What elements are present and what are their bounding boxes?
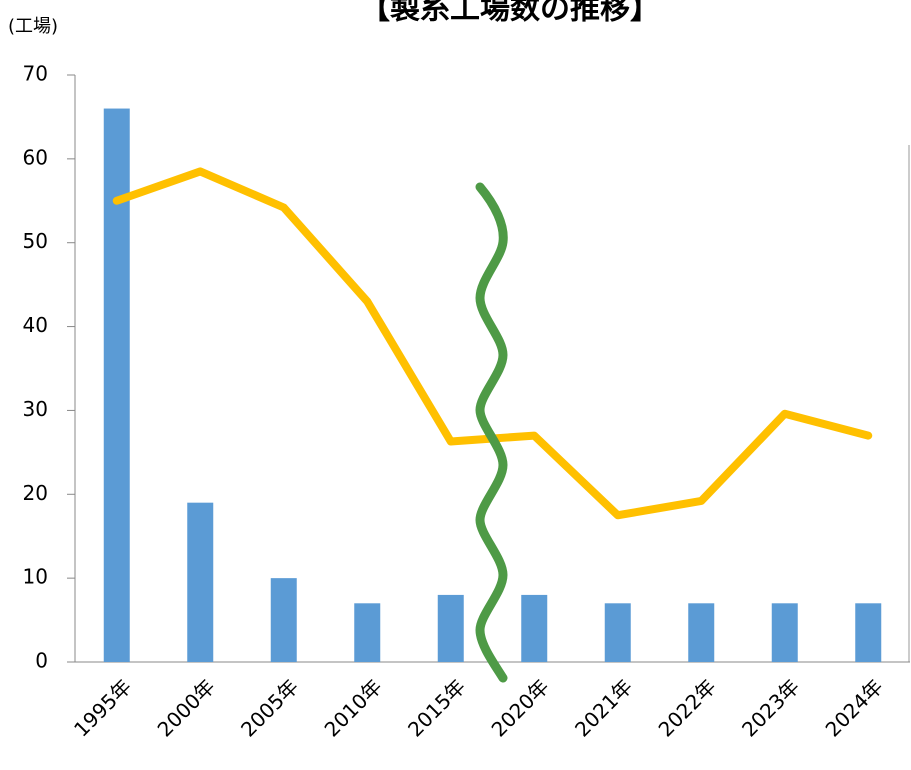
x-tick-label: 2000年 [153,674,220,741]
x-tick-label: 2015年 [403,674,470,741]
x-tick-label: 2023年 [737,674,804,741]
x-tick-label: 2021年 [570,674,637,741]
y-tick-label: 30 [23,397,48,421]
bar [437,594,464,662]
bar [604,603,631,662]
y-tick-label: 10 [23,565,48,589]
y-tick-label: 50 [23,229,48,253]
y-tick-label: 60 [23,145,48,169]
y-tick-label: 40 [23,313,48,337]
y-tick-label: 20 [23,481,48,505]
bar [855,603,882,662]
chart-title: 【製糸工場数の推移】 [360,0,660,27]
bar [688,603,715,662]
y-axis-label: (工場) [8,16,58,37]
y-tick-label: 0 [35,649,48,673]
x-tick-label: 2022年 [654,674,721,741]
x-tick-label: 2005年 [236,674,303,741]
x-tick-label: 1995年 [69,674,136,741]
break-mark [475,182,508,683]
bar [354,603,381,662]
y-tick-label: 70 [23,62,48,86]
line [112,167,873,520]
x-tick-label: 2024年 [821,674,888,741]
x-tick-label: 2010年 [320,674,387,741]
bar [270,578,297,662]
bar [771,603,798,662]
bar [187,502,214,662]
x-tick-label: 2020年 [487,674,554,741]
bar [521,594,548,662]
bar [103,108,130,663]
